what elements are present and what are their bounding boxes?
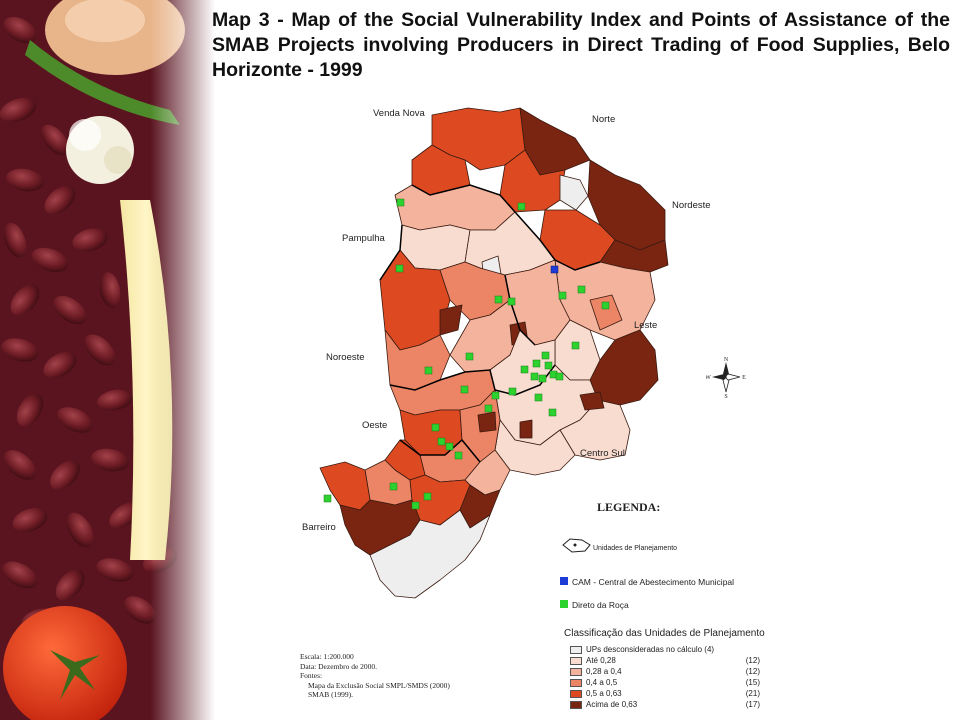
direto-point — [445, 442, 454, 451]
source-2: SMAB (1999). — [308, 690, 354, 699]
choropleth-map — [319, 107, 669, 599]
classification-label: 0,5 a 0,63 — [586, 689, 622, 698]
source-1: Mapa da Exclusão Social SMPL/SMDS (2000) — [308, 680, 450, 690]
direto-point — [389, 482, 398, 491]
direto-point — [484, 404, 493, 413]
classification-row: 0,4 a 0,5 (15) — [570, 678, 760, 688]
compass-rose: N S E W — [705, 356, 746, 403]
classification-row: UPs desconsideradas no cálculo (4) — [570, 645, 760, 655]
classification-swatch — [570, 701, 582, 709]
direto-point — [538, 374, 547, 383]
compass-s: S — [724, 394, 727, 398]
classification-count: (21) — [745, 689, 760, 698]
classification-count: (12) — [745, 667, 760, 676]
direto-point — [494, 295, 503, 304]
compass-n: N — [724, 357, 729, 363]
direto-point — [460, 385, 469, 394]
direto-point — [396, 198, 405, 207]
classification-title: Classificação das Unidades de Planejamen… — [564, 628, 765, 639]
direto-point — [395, 264, 404, 273]
slide-title: Map 3 - Map of the Social Vulnerability … — [212, 9, 950, 81]
cam-point — [550, 265, 559, 274]
compass-w: W — [706, 375, 711, 381]
direto-point — [465, 352, 474, 361]
region-label-noroeste: Noroeste — [326, 352, 365, 363]
direto-point — [541, 351, 550, 360]
legend-cam: CAM - Central de Abestecimento Municipal — [572, 577, 735, 587]
classification-swatch — [570, 668, 582, 676]
direto-point — [424, 366, 433, 375]
direto-point — [491, 391, 500, 400]
food-background — [0, 0, 215, 720]
map-unit — [589, 294, 623, 331]
region-label-norte: Norte — [592, 114, 616, 125]
legend-planning-units: Unidades de Planejamento — [593, 545, 678, 552]
direto-point — [571, 341, 580, 350]
planning-unit-icon — [562, 538, 591, 553]
legend-cam-swatch — [560, 577, 568, 585]
map-unit — [319, 461, 371, 511]
classification-count: (15) — [745, 678, 760, 687]
map-scale: Escala: 1:200.000 — [300, 652, 354, 661]
classification-swatch — [570, 646, 582, 654]
region-label-venda-nova: Venda Nova — [373, 108, 425, 119]
direto-point — [507, 297, 516, 306]
region-label-leste: Leste — [634, 320, 658, 331]
classification-label: UPs desconsideradas no cálculo (4) — [586, 645, 715, 654]
classification-count: (17) — [745, 700, 760, 709]
compass-icon: N S E W — [705, 357, 746, 400]
direto-point — [517, 202, 526, 211]
direto-point — [454, 451, 463, 460]
classification-count: (12) — [745, 656, 760, 665]
map-unit — [559, 174, 589, 211]
classification-row: 0,5 a 0,63 (21) — [570, 689, 760, 699]
classification-label: 0,4 a 0,5 — [586, 678, 618, 687]
map-info: Escala: 1:200.000 Data: Dezembro de 2000… — [300, 652, 450, 700]
direto-point — [508, 387, 517, 396]
region-label-barreiro: Barreiro — [302, 522, 336, 533]
map-unit — [579, 391, 605, 411]
classification-row: Até 0,28 (12) — [570, 656, 760, 666]
direto-point — [534, 393, 543, 402]
classification-row: Acima de 0,63 (17) — [570, 700, 760, 710]
region-label-centro-sul: Centro Sul — [580, 448, 625, 459]
direto-point — [411, 501, 420, 510]
legend-direto-swatch — [560, 600, 568, 608]
legend-direto: Direto da Roça — [572, 600, 629, 610]
classification-label: 0,28 a 0,4 — [586, 667, 622, 676]
direto-point — [558, 291, 567, 300]
classification-swatch — [570, 657, 582, 665]
direto-point — [431, 423, 440, 432]
direto-point — [544, 361, 553, 370]
region-label-oeste: Oeste — [362, 420, 388, 431]
direto-point — [601, 301, 610, 310]
direto-point — [423, 492, 432, 501]
map-unit — [477, 411, 497, 433]
map-unit — [394, 184, 516, 231]
classification-label: Até 0,28 — [586, 656, 616, 665]
direto-point — [532, 359, 541, 368]
food-background-image — [0, 0, 215, 720]
direto-point — [555, 372, 564, 381]
direto-point — [520, 365, 529, 374]
direto-point — [577, 285, 586, 294]
map-unit — [519, 419, 533, 439]
map-date: Data: Dezembro de 2000. — [300, 661, 378, 671]
region-label-pampulha: Pampulha — [342, 233, 385, 244]
sources-label: Fontes: — [300, 671, 323, 680]
direto-point — [548, 408, 557, 417]
direto-point — [437, 437, 446, 446]
map-unit — [369, 509, 491, 599]
classification-swatch — [570, 679, 582, 687]
map-unit — [439, 304, 463, 336]
direto-point — [530, 372, 539, 381]
classification-swatch — [570, 690, 582, 698]
direto-point — [323, 494, 332, 503]
region-label-nordeste: Nordeste — [672, 200, 711, 211]
compass-e: E — [742, 375, 746, 381]
legend-heading: LEGENDA: — [597, 500, 661, 514]
classification-row: 0,28 a 0,4 (12) — [570, 667, 760, 677]
classification-label: Acima de 0,63 — [586, 700, 638, 709]
